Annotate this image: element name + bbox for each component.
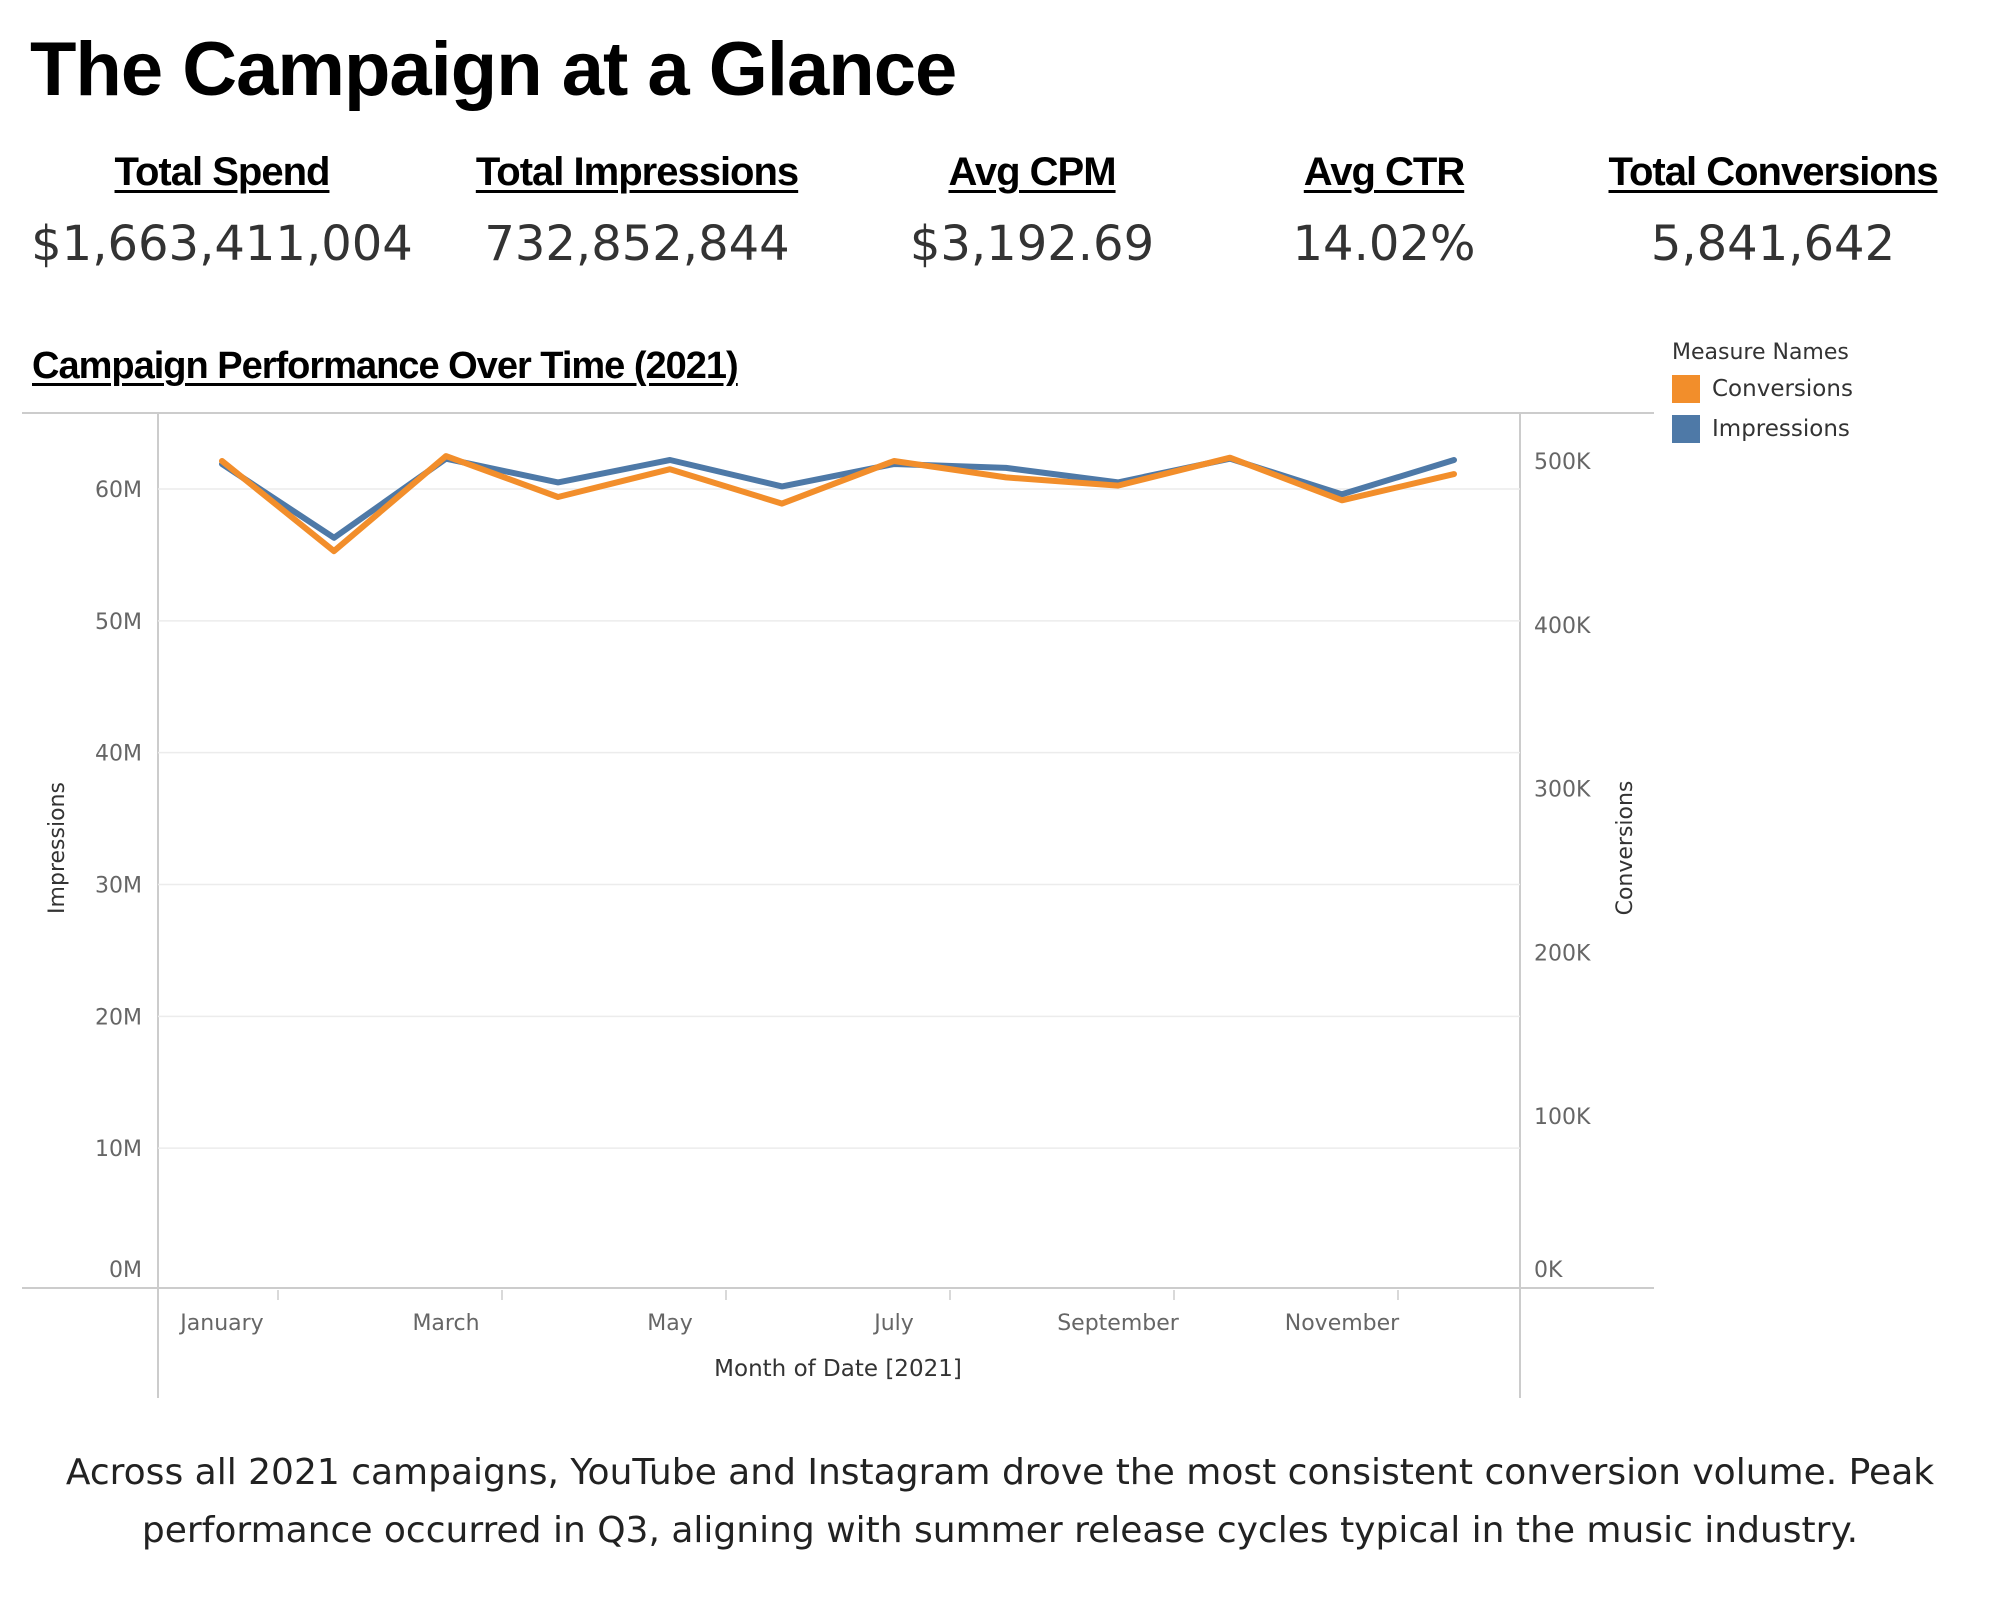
kpi-total-spend: Total Spend $1,663,411,004 (12, 150, 432, 271)
chart-title: Campaign Performance Over Time (2021) (32, 345, 739, 387)
legend-item-impressions[interactable]: Impressions (1672, 415, 1853, 443)
y-right-tick-label: 500K (1534, 450, 1591, 475)
kpi-label: Avg CPM (948, 150, 1116, 194)
page-title: The Campaign at a Glance (30, 27, 957, 112)
y-right-tick-label: 0K (1534, 1258, 1563, 1283)
footer-summary: Across all 2021 campaigns, YouTube and I… (0, 1444, 2000, 1559)
y-left-axis-title: Impressions (45, 782, 70, 914)
y-right-tick-label: 100K (1534, 1105, 1591, 1130)
x-tick-label: July (872, 1311, 914, 1336)
y-right-tick-label: 400K (1534, 614, 1591, 639)
kpi-value: 732,852,844 (484, 216, 790, 272)
y-left-tick-label: 30M (95, 874, 142, 899)
x-tick-label: January (178, 1311, 263, 1336)
y-left-tick-label: 60M (95, 478, 142, 503)
kpi-label: Total Spend (114, 150, 331, 194)
x-tick-label: March (412, 1311, 479, 1336)
y-right-axis-title: Conversions (1613, 781, 1638, 916)
footer-line-2: performance occurred in Q3, aligning wit… (141, 1509, 1859, 1551)
y-left-tick-label: 20M (95, 1005, 142, 1030)
y-left-tick-label: 0M (109, 1258, 142, 1283)
line-chart: 0M 10M 20M 30M 40M 50M 60M 0K 100K 200K 300K 400K 50… (22, 412, 1654, 1398)
x-tick-label: May (647, 1311, 692, 1336)
kpi-avg-ctr: Avg CTR 14.02% (1174, 150, 1594, 271)
kpi-value: 5,841,642 (1650, 216, 1896, 272)
legend-title: Measure Names (1672, 340, 1849, 365)
x-axis-title: Month of Date [2021] (714, 1356, 962, 1382)
y-right-tick-label: 300K (1534, 778, 1591, 803)
kpi-label: Total Impressions (475, 150, 799, 194)
y-left-tick-label: 40M (95, 742, 142, 767)
footer-line-1: Across all 2021 campaigns, YouTube and I… (65, 1452, 1935, 1493)
legend-swatch-impressions (1672, 415, 1700, 443)
series-line-conversions (219, 453, 1457, 555)
kpi-total-conversions: Total Conversions 5,841,642 (1563, 150, 1983, 271)
legend-item-conversions[interactable]: Conversions (1672, 375, 1853, 403)
legend-swatch-conversions (1672, 375, 1700, 403)
kpi-total-impressions: Total Impressions 732,852,844 (427, 150, 847, 271)
kpi-label: Avg CTR (1303, 150, 1465, 194)
legend-label: Impressions (1712, 416, 1850, 442)
y-right-tick-label: 200K (1534, 941, 1591, 966)
chart-legend: Measure Names Conversions Impressions (1672, 340, 1853, 455)
x-tick-label: November (1285, 1311, 1400, 1336)
kpi-avg-cpm: Avg CPM $3,192.69 (822, 150, 1242, 271)
kpi-value: $1,663,411,004 (31, 216, 413, 272)
kpi-label: Total Conversions (1608, 150, 1939, 194)
kpi-value: 14.02% (1292, 216, 1476, 272)
kpi-value: $3,192.69 (909, 216, 1155, 272)
legend-label: Conversions (1712, 376, 1853, 402)
y-left-tick-label: 10M (95, 1137, 142, 1162)
x-tick-label: September (1057, 1311, 1180, 1336)
y-left-tick-label: 50M (95, 610, 142, 635)
